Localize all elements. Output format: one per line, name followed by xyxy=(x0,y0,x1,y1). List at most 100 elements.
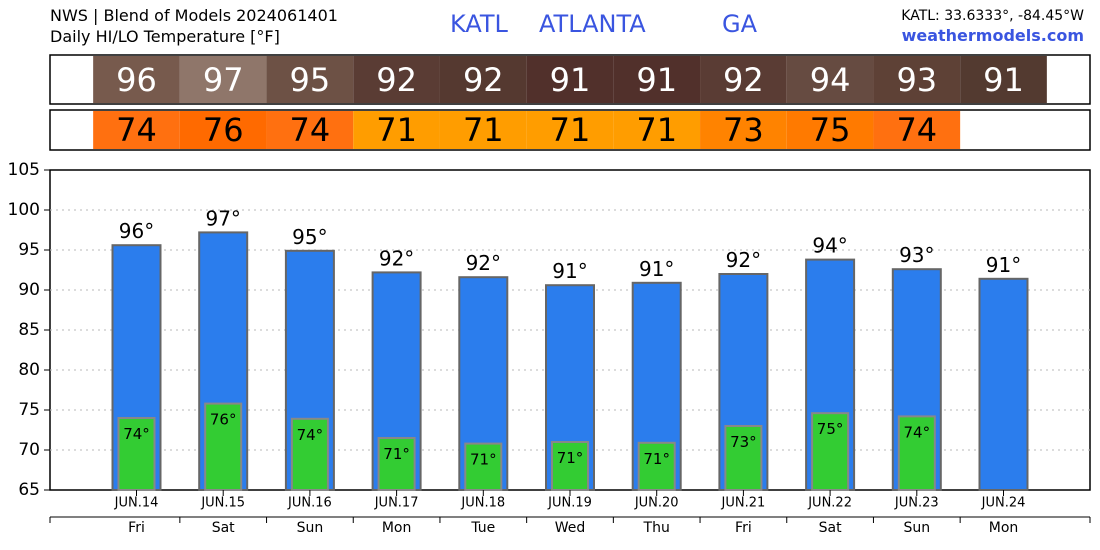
variable-title: Daily HI/LO Temperature [°F] xyxy=(50,27,280,46)
high-temp-label: 94° xyxy=(812,234,847,258)
x-date-label: JUN.14 xyxy=(114,496,159,511)
x-date-label: JUN.19 xyxy=(547,496,592,511)
city-name: ATLANTA xyxy=(539,10,646,38)
high-temp-bar xyxy=(978,277,1029,491)
x-weekday-label: Mon xyxy=(382,520,412,536)
model-title: NWS | Blend of Models 2024061401 xyxy=(50,6,338,25)
high-strip-value: 91 xyxy=(550,61,591,99)
high-temp-label: 92° xyxy=(379,246,414,270)
low-temp-label: 71° xyxy=(383,445,410,463)
x-weekday-label: Fri xyxy=(128,520,145,536)
high-strip-cell xyxy=(179,56,267,103)
high-temp-label: 95° xyxy=(292,225,327,249)
high-strip-cell xyxy=(353,56,440,103)
low-temp-bar xyxy=(897,415,936,491)
state-name: GA xyxy=(722,10,758,38)
low-strip-value: 75 xyxy=(810,111,851,149)
low-temp-bar xyxy=(204,402,243,492)
low-temp-label: 71° xyxy=(470,451,497,469)
low-strip-value: 76 xyxy=(203,111,244,149)
low-temp-label: 74° xyxy=(904,423,931,441)
high-strip-cell xyxy=(700,56,787,103)
high-strip-value: 94 xyxy=(810,61,851,99)
station-id: KATL xyxy=(450,10,508,38)
x-weekday-label: Sat xyxy=(212,520,235,536)
high-strip-cell xyxy=(526,56,614,103)
high-strip-value: 97 xyxy=(203,61,244,99)
x-date-label: JUN.21 xyxy=(721,496,766,511)
high-temp-label: 92° xyxy=(466,251,501,275)
x-date-label: JUN.18 xyxy=(460,496,505,511)
y-tick-label: 90 xyxy=(18,280,40,300)
high-strip-cell xyxy=(439,56,527,103)
x-date-label: JUN.23 xyxy=(894,496,939,511)
low-temp-bar xyxy=(377,437,416,491)
x-date-label: JUN.24 xyxy=(981,496,1026,511)
high-temp-label: 91° xyxy=(639,257,674,281)
x-date-label: JUN.15 xyxy=(200,496,245,511)
low-strip-value: 71 xyxy=(550,111,591,149)
website-link[interactable]: weathermodels.com xyxy=(901,26,1084,45)
low-strip-cell xyxy=(786,111,874,149)
low-strip-cell xyxy=(353,111,440,149)
high-temp-label: 91° xyxy=(552,259,587,283)
high-temp-label: 92° xyxy=(726,248,761,272)
x-date-label: JUN.17 xyxy=(374,496,419,511)
x-weekday-label: Thu xyxy=(643,520,670,536)
x-weekday-label: Mon xyxy=(989,520,1019,536)
low-strip-value: 74 xyxy=(896,111,937,149)
high-strip-value: 91 xyxy=(983,61,1024,99)
y-tick-label: 100 xyxy=(8,200,40,220)
y-tick-label: 75 xyxy=(18,400,40,420)
high-temp-label: 96° xyxy=(119,219,154,243)
low-strip-cell xyxy=(613,111,701,149)
low-strip-cell xyxy=(526,111,614,149)
high-strip-cell xyxy=(960,56,1047,103)
y-tick-label: 85 xyxy=(18,320,40,340)
high-temp-label: 91° xyxy=(986,253,1021,277)
high-strip-value: 95 xyxy=(290,61,331,99)
high-strip-cell xyxy=(266,56,354,103)
low-strip-value: 74 xyxy=(116,111,157,149)
low-temp-label: 75° xyxy=(817,420,844,438)
x-date-label: JUN.22 xyxy=(807,496,852,511)
low-strip-value: 71 xyxy=(463,111,504,149)
x-weekday-label: Fri xyxy=(735,520,752,536)
x-date-label: JUN.16 xyxy=(287,496,332,511)
x-weekday-label: Sun xyxy=(903,520,930,536)
low-temp-label: 74° xyxy=(297,426,324,444)
chart-header-right: KATL: 33.6333°, -84.45°W weathermodels.c… xyxy=(901,6,1084,46)
low-strip-value: 74 xyxy=(290,111,331,149)
low-strip-cell xyxy=(179,111,267,149)
high-temp-label: 97° xyxy=(205,206,240,230)
high-strip-value: 96 xyxy=(116,61,157,99)
x-weekday-label: Tue xyxy=(470,520,495,536)
low-strip-value: 73 xyxy=(723,111,764,149)
high-strip-cell xyxy=(93,56,180,103)
low-temp-label: 73° xyxy=(730,433,757,451)
low-temp-label: 76° xyxy=(210,411,237,429)
low-temp-label: 71° xyxy=(557,449,584,467)
low-strip-cell xyxy=(873,111,961,149)
low-temp-bar xyxy=(637,441,676,491)
low-temp-bar xyxy=(724,425,763,491)
y-tick-label: 80 xyxy=(18,360,40,380)
high-strip-value: 92 xyxy=(463,61,504,99)
station-coordinates: KATL: 33.6333°, -84.45°W xyxy=(901,8,1084,24)
low-strip-value: 71 xyxy=(376,111,417,149)
y-tick-label: 95 xyxy=(18,240,40,260)
high-strip-value: 92 xyxy=(723,61,764,99)
low-temp-label: 71° xyxy=(643,450,670,468)
low-strip-value: 71 xyxy=(636,111,677,149)
chart-header-left: NWS | Blend of Models 2024061401 Daily H… xyxy=(50,5,338,47)
high-strip-value: 93 xyxy=(896,61,937,99)
x-weekday-label: Wed xyxy=(555,520,586,536)
x-weekday-label: Sun xyxy=(297,520,324,536)
high-strip-value: 91 xyxy=(636,61,677,99)
x-weekday-label: Sat xyxy=(819,520,842,536)
low-strip-cell xyxy=(700,111,787,149)
low-temp-bar xyxy=(117,417,156,491)
y-tick-label: 70 xyxy=(18,440,40,460)
high-strip-value: 92 xyxy=(376,61,417,99)
